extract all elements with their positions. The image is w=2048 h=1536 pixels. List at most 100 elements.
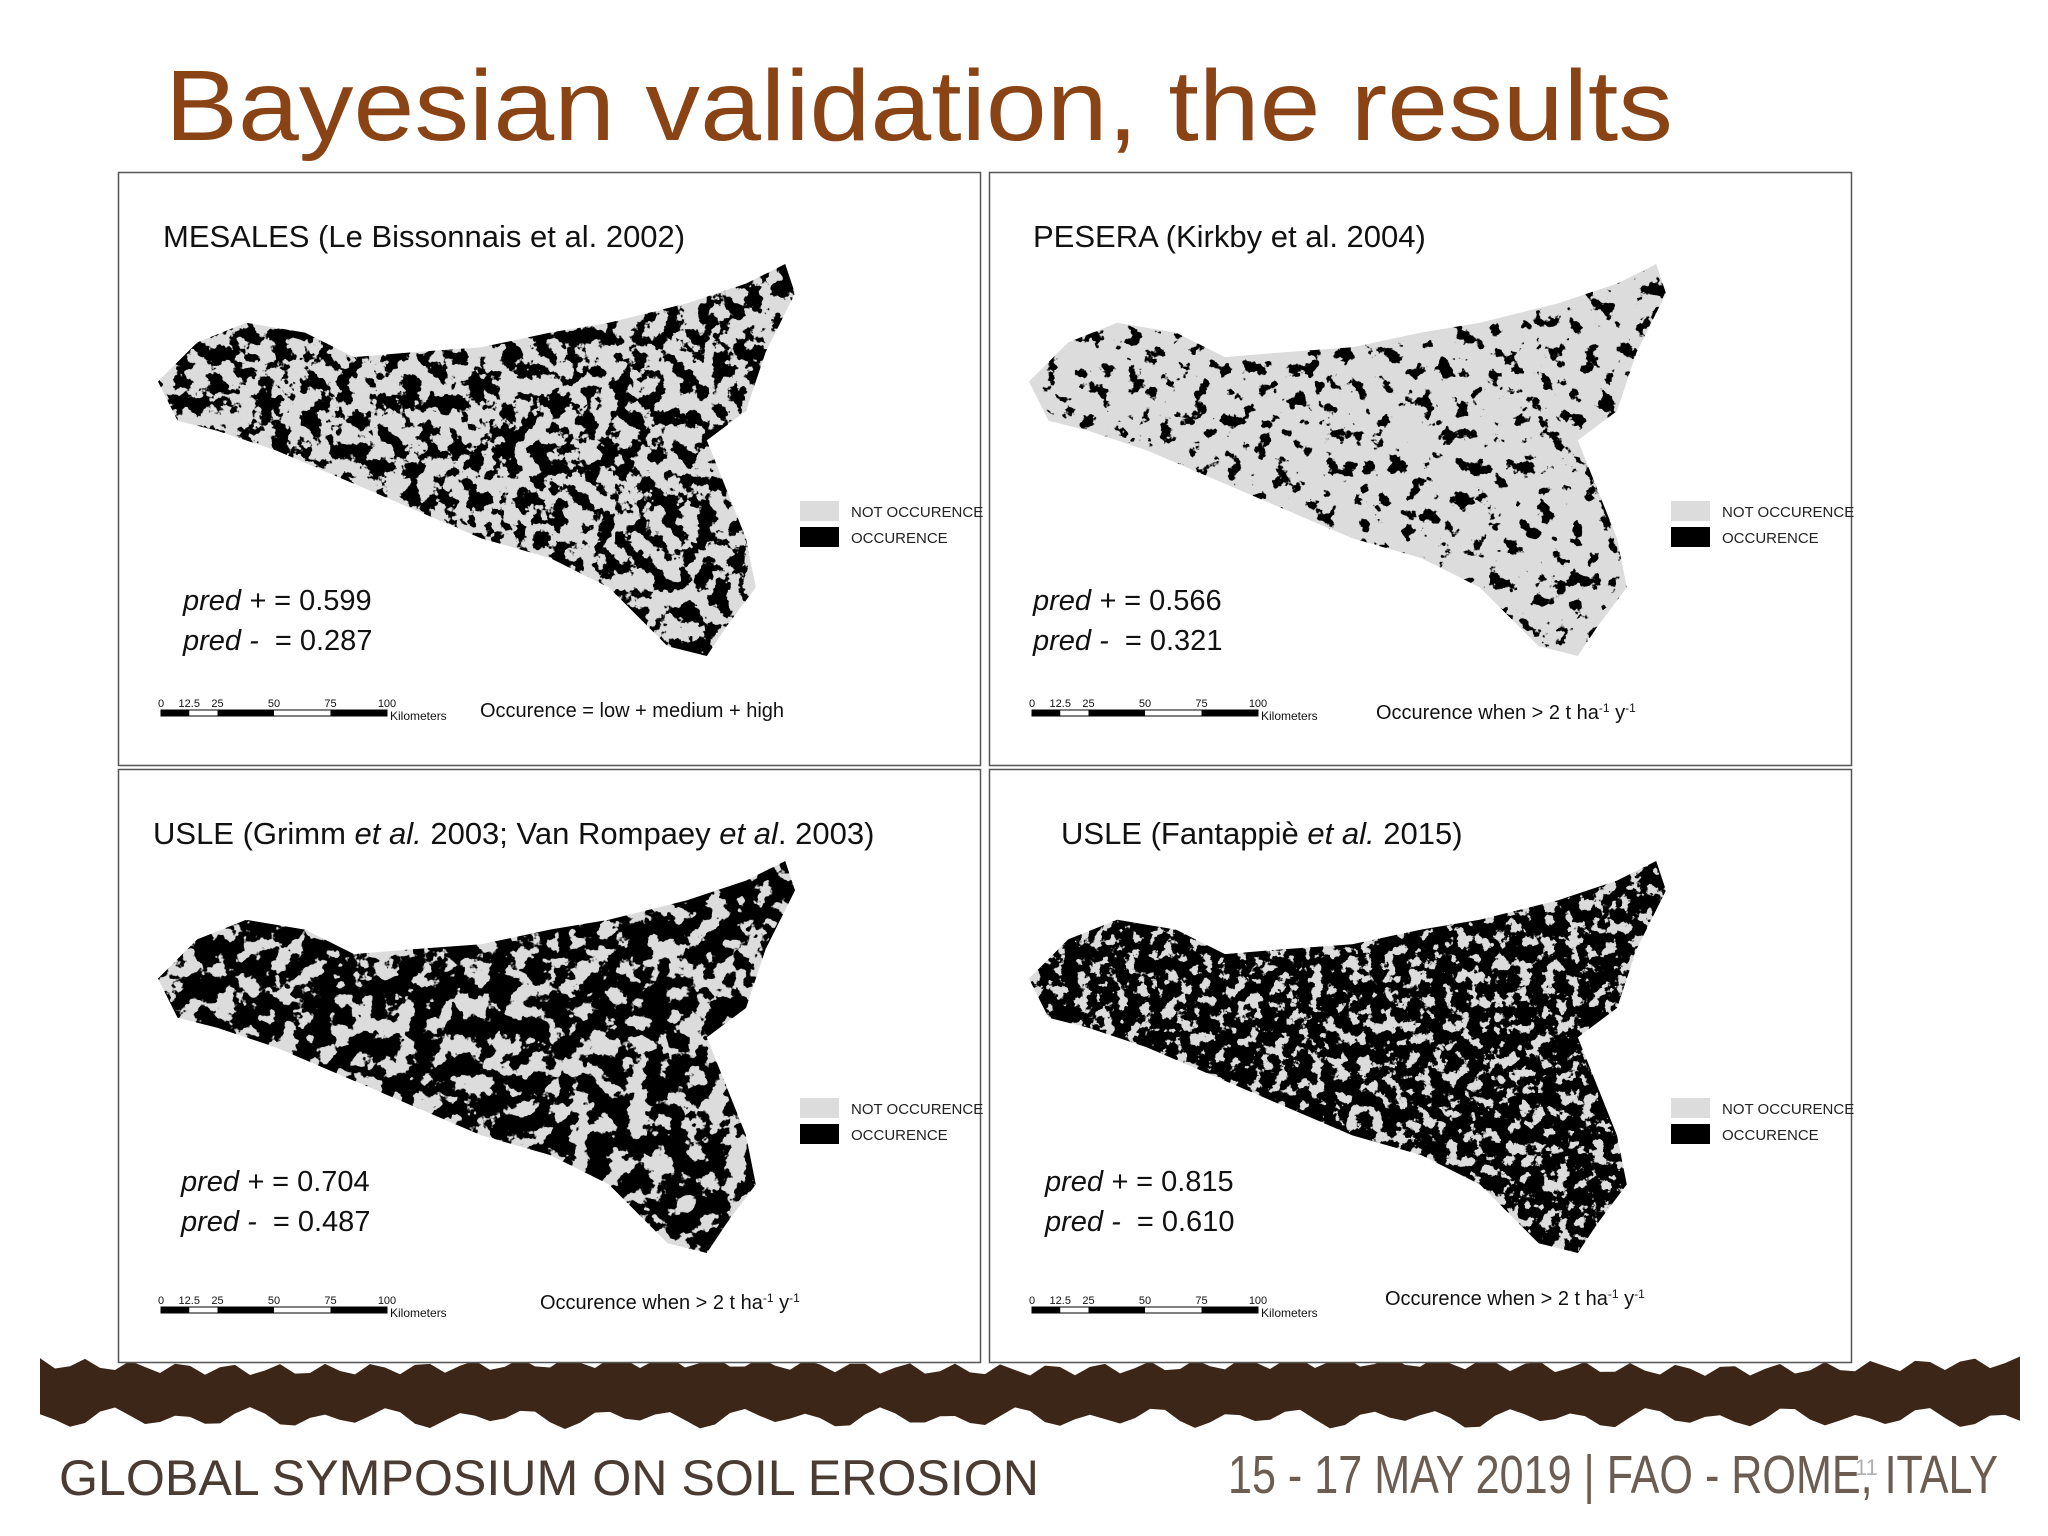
text-segment: Occurence when > 2 t ha [540,1292,764,1314]
text-segment: USLE (Fantappiè [1061,816,1307,851]
text-segment: . 2003) [778,816,875,851]
scale-bar-segment [217,710,274,716]
occurrence-note: Occurence when > 2 t ha-1 y-1 [540,1291,800,1314]
panel-title: USLE (Grimm et al. 2003; Van Rompaey et … [153,816,874,851]
legend-label: OCCURENCE [851,1127,948,1144]
scale-bar-segment [1088,710,1145,716]
pred-value: = 0.815 [1128,1166,1234,1198]
text-segment: USLE (Grimm [153,816,355,851]
scale-tick-label: 100 [378,698,396,710]
slide-title: Bayesian validation, the results [165,50,1673,162]
scale-bar-segment [1032,710,1061,716]
pred-line: pred + = 0.599 [182,585,372,617]
scale-tick-label: 25 [211,1295,223,1307]
legend-swatch [800,1098,839,1118]
scale-unit: Kilometers [390,1306,447,1320]
scale-tick-label: 12.5 [1050,1295,1071,1307]
scale-tick-label: 25 [211,698,223,710]
footer-right: 15 - 17 MAY 2019 | FAO - ROME, ITALY [1228,1445,1998,1505]
panel-title: MESALES (Le Bissonnais et al. 2002) [163,219,685,254]
text-segment: MESALES (Le Bissonnais et al. 2002) [163,219,685,254]
map-panel: USLE (Fantappiè et al. 2015) NOT OCCURENC… [988,768,1854,1364]
text-segment: 2015) [1375,816,1463,851]
legend-swatch [1671,501,1710,521]
scale-unit: Kilometers [1261,709,1318,723]
text-segment: Occurence when > 2 t ha [1376,702,1600,724]
pred-label: pred - [180,1206,257,1238]
text-segment: -1 [1599,701,1610,715]
legend-swatch [1671,1098,1710,1118]
legend-label: NOT OCCURENCE [1722,1101,1854,1118]
scale-tick-label: 25 [1082,1295,1094,1307]
pred-value: = 0.566 [1116,585,1222,617]
pred-label: pred - [1032,625,1109,657]
text-segment: Occurence = low + medium + high [480,700,784,722]
pred-value: = 0.610 [1121,1206,1235,1238]
legend-swatch [800,527,839,547]
legend-label: OCCURENCE [1722,1127,1819,1144]
text-segment: et al. [1307,816,1374,851]
scale-tick-label: 12.5 [179,698,200,710]
pred-value: = 0.487 [257,1206,371,1238]
map-panel: PESERA (Kirkby et al. 2004) NOT OCCURENCE… [988,171,1854,767]
scale-bar-segment [1201,1307,1258,1313]
pred-value: = 0.599 [266,585,372,617]
scale-tick-label: 100 [1249,1295,1267,1307]
scale-bar-segment [1201,710,1258,716]
scale-tick-label: 75 [1195,1295,1207,1307]
pred-value: = 0.704 [264,1166,370,1198]
pred-line: pred - = 0.487 [180,1206,370,1238]
text-segment: et al. [355,816,422,851]
scale-tick-label: 0 [158,698,164,710]
scale-unit: Kilometers [390,709,447,723]
map-panel: USLE (Grimm et al. 2003; Van Rompaey et … [117,768,983,1364]
pred-label: pred + [1044,1166,1128,1198]
pred-label: pred + [180,1166,264,1198]
panel-title: PESERA (Kirkby et al. 2004) [1033,219,1426,254]
text-segment: PESERA (Kirkby et al. 2004) [1033,219,1426,254]
scale-tick-label: 75 [324,698,336,710]
scale-tick-label: 75 [324,1295,336,1307]
scale-bar-segment [1088,1307,1145,1313]
pred-line: pred + = 0.704 [180,1166,370,1198]
occurrence-note: Occurence = low + medium + high [480,700,784,722]
scale-unit: Kilometers [1261,1306,1318,1320]
scale-tick-label: 50 [268,698,280,710]
occurrence-note: Occurence when > 2 t ha-1 y-1 [1385,1287,1645,1310]
scale-tick-label: 25 [1082,698,1094,710]
text-segment: y [1610,702,1626,724]
map-panel: MESALES (Le Bissonnais et al. 2002) NOT O… [117,171,983,767]
footer-left: GLOBAL SYMPOSIUM ON SOIL EROSION [59,1450,1039,1506]
text-segment: y [774,1292,790,1314]
scale-tick-label: 0 [1029,1295,1035,1307]
page-number: 11 [1855,1455,1878,1480]
scale-tick-label: 100 [1249,698,1267,710]
scale-tick-label: 50 [1139,1295,1151,1307]
text-segment: -1 [789,1291,800,1305]
scale-tick-label: 12.5 [179,1295,200,1307]
pred-line: pred - = 0.321 [1032,625,1222,657]
legend-swatch [800,501,839,521]
legend-swatch [800,1124,839,1144]
legend-label: NOT OCCURENCE [851,1101,983,1118]
scale-tick-label: 100 [378,1295,396,1307]
pred-line: pred + = 0.815 [1044,1166,1234,1198]
text-segment: -1 [1625,701,1636,715]
scale-bar-segment [217,1307,274,1313]
scale-tick-label: 50 [268,1295,280,1307]
text-segment: -1 [763,1291,774,1305]
pred-value: = 0.287 [259,625,373,657]
occurrence-note: Occurence when > 2 t ha-1 y-1 [1376,701,1636,724]
legend-label: NOT OCCURENCE [851,504,983,521]
footer-brush [40,1356,2020,1429]
legend-label: OCCURENCE [851,530,948,547]
legend-label: NOT OCCURENCE [1722,504,1854,521]
scale-tick-label: 0 [158,1295,164,1307]
legend-swatch [1671,527,1710,547]
pred-label: pred - [1044,1206,1121,1238]
text-segment: 2003; Van Rompaey [422,816,720,851]
scale-bar-segment [330,1307,387,1313]
text-segment: y [1619,1288,1635,1310]
scale-tick-label: 75 [1195,698,1207,710]
